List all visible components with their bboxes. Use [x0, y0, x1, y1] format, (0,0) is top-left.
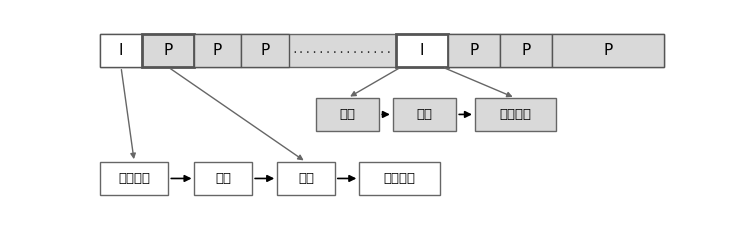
Bar	[316, 98, 380, 131]
Bar	[395, 34, 448, 67]
Text: 编码: 编码	[298, 172, 314, 185]
Text: 编码: 编码	[416, 108, 433, 121]
Bar	[475, 98, 556, 131]
Text: 预测: 预测	[339, 108, 356, 121]
Bar	[100, 34, 665, 67]
Text: P: P	[163, 43, 172, 58]
Bar	[100, 162, 169, 195]
Bar	[100, 34, 142, 67]
Text: I: I	[419, 43, 424, 58]
Text: 帧间残差: 帧间残差	[119, 172, 150, 185]
Text: 量化: 量化	[216, 172, 231, 185]
Bar	[392, 98, 457, 131]
Text: P: P	[521, 43, 530, 58]
Bar	[448, 34, 500, 67]
Text: P: P	[469, 43, 478, 58]
Bar	[195, 162, 252, 195]
Text: P: P	[260, 43, 269, 58]
Text: ...............: ...............	[292, 46, 392, 55]
Bar	[277, 162, 335, 195]
Bar	[552, 34, 665, 67]
Bar	[500, 34, 552, 67]
Bar	[360, 162, 440, 195]
Bar	[142, 34, 194, 67]
Text: P: P	[213, 43, 222, 58]
Text: 写入文件: 写入文件	[499, 108, 531, 121]
Bar	[241, 34, 289, 67]
Bar	[194, 34, 241, 67]
Text: I: I	[119, 43, 123, 58]
Text: 写入文件: 写入文件	[383, 172, 416, 185]
Text: P: P	[604, 43, 612, 58]
